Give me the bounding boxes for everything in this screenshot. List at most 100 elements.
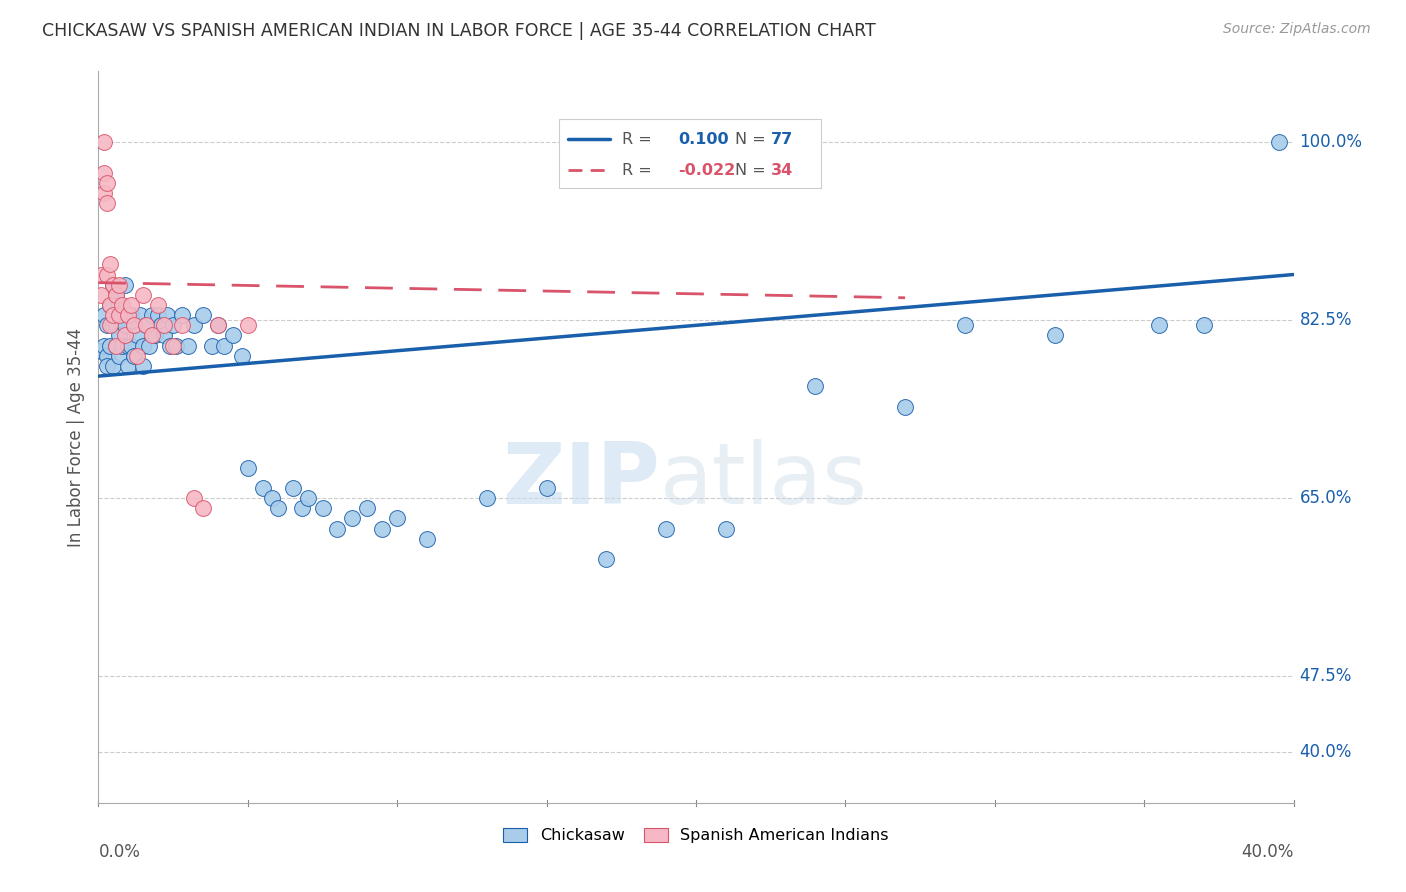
Text: 65.0%: 65.0% [1299, 489, 1353, 507]
Point [103, 308, 125, 322]
Point [132, 288, 155, 302]
Point [111, 298, 134, 312]
Point [714, 521, 737, 535]
Point [120, 338, 142, 352]
Text: CHICKASAW VS SPANISH AMERICAN INDIAN IN LABOR FORCE | AGE 35-44 CORRELATION CHAR: CHICKASAW VS SPANISH AMERICAN INDIAN IN … [42, 22, 876, 40]
Point [236, 460, 259, 475]
Point [96, 318, 118, 333]
Point [105, 288, 128, 302]
Text: 0.100: 0.100 [678, 132, 728, 147]
Point [98, 338, 122, 352]
Point [127, 349, 149, 363]
Text: N =: N = [735, 132, 766, 147]
Point [129, 308, 152, 322]
Point [172, 308, 194, 322]
Point [90, 288, 112, 302]
Point [93, 338, 115, 352]
Point [96, 196, 118, 211]
Point [90, 343, 112, 358]
Point [141, 328, 163, 343]
Point [120, 308, 142, 322]
Point [536, 481, 558, 495]
Point [108, 308, 131, 322]
Point [371, 521, 394, 535]
Point [165, 338, 187, 352]
Text: 47.5%: 47.5% [1299, 667, 1353, 685]
Point [595, 552, 617, 566]
Point [475, 491, 498, 505]
Point [105, 338, 128, 352]
Point [356, 501, 378, 516]
Point [148, 298, 170, 312]
Point [114, 277, 136, 292]
Point [108, 328, 131, 343]
Point [105, 288, 128, 302]
Point [162, 318, 184, 333]
Point [236, 318, 259, 333]
Point [156, 308, 179, 322]
Text: 100.0%: 100.0% [1299, 134, 1362, 152]
Point [105, 318, 128, 333]
Point [127, 328, 149, 343]
Text: 34: 34 [772, 162, 793, 178]
Point [297, 491, 319, 505]
Text: 82.5%: 82.5% [1299, 311, 1353, 329]
Point [93, 166, 115, 180]
Point [105, 338, 128, 352]
Point [103, 277, 125, 292]
Point [96, 359, 118, 373]
Text: 40.0%: 40.0% [1299, 743, 1353, 761]
Point [231, 349, 253, 363]
Point [117, 308, 139, 322]
Point [416, 532, 439, 546]
Point [138, 338, 160, 352]
Point [953, 318, 976, 333]
Text: Source: ZipAtlas.com: Source: ZipAtlas.com [1223, 22, 1371, 37]
Point [281, 481, 304, 495]
Point [103, 277, 125, 292]
Point [135, 318, 157, 333]
Point [103, 318, 125, 333]
Point [252, 481, 274, 495]
Point [132, 359, 155, 373]
Point [114, 328, 136, 343]
Point [191, 308, 214, 322]
Point [111, 308, 134, 322]
Point [385, 511, 409, 525]
Text: ZIP: ZIP [502, 440, 661, 523]
Point [124, 349, 146, 363]
Point [90, 268, 112, 282]
Text: 40.0%: 40.0% [1241, 843, 1294, 861]
Point [93, 186, 115, 201]
Point [291, 501, 314, 516]
FancyBboxPatch shape [558, 119, 821, 188]
Point [342, 511, 364, 525]
Point [135, 318, 157, 333]
Point [191, 501, 214, 516]
Point [153, 328, 176, 343]
Text: -0.022: -0.022 [678, 162, 735, 178]
Point [143, 328, 166, 343]
Point [111, 338, 134, 352]
Point [159, 338, 181, 352]
Point [117, 359, 139, 373]
Point [114, 318, 136, 333]
Text: 0.0%: 0.0% [98, 843, 141, 861]
Point [96, 176, 118, 190]
Point [326, 521, 349, 535]
Point [98, 318, 122, 333]
Point [108, 298, 131, 312]
Text: 77: 77 [772, 132, 793, 147]
Point [804, 379, 827, 393]
Point [96, 349, 118, 363]
Point [1147, 318, 1170, 333]
Point [96, 268, 118, 282]
Point [207, 318, 229, 333]
Point [132, 338, 155, 352]
Point [98, 298, 122, 312]
Point [98, 298, 122, 312]
Point [260, 491, 283, 505]
Point [172, 318, 194, 333]
Point [93, 136, 115, 150]
Point [117, 338, 139, 352]
